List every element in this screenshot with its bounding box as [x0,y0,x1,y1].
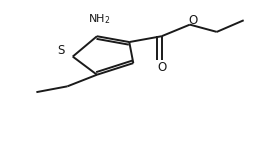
Text: O: O [188,15,197,28]
Text: S: S [57,44,64,57]
Text: NH$_2$: NH$_2$ [88,12,111,26]
Text: O: O [157,61,166,74]
